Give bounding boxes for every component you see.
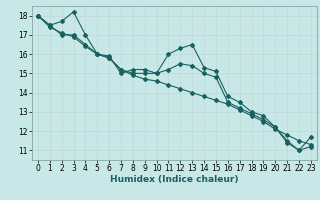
X-axis label: Humidex (Indice chaleur): Humidex (Indice chaleur): [110, 175, 239, 184]
